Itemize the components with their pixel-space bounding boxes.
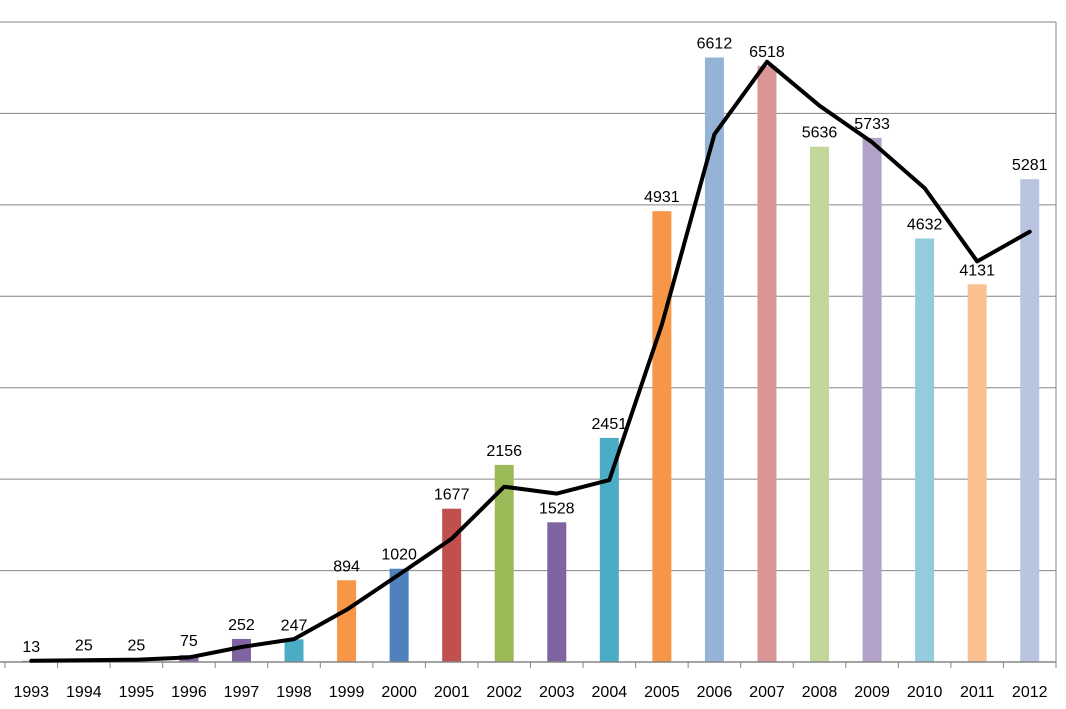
bar-2001 <box>442 508 462 662</box>
x-tick-label-2008: 2008 <box>802 684 838 701</box>
trend-line <box>29 59 1032 663</box>
x-tick-label-1993: 1993 <box>13 684 49 701</box>
x-tick-label-2002: 2002 <box>486 684 522 701</box>
bar-2000 <box>389 568 409 662</box>
data-label-2005: 4931 <box>644 189 680 206</box>
bar-1997 <box>231 638 251 662</box>
bar-2003 <box>547 522 567 662</box>
x-tick-label-2009: 2009 <box>854 684 890 701</box>
data-label-1993: 13 <box>22 639 40 656</box>
x-tick-label-2005: 2005 <box>644 684 680 701</box>
data-label-1997: 252 <box>228 617 255 634</box>
data-label-1996: 75 <box>180 633 198 650</box>
x-tick-label-2011: 2011 <box>960 684 995 701</box>
trend-line-layer <box>29 59 1032 663</box>
bar-2010 <box>915 238 935 662</box>
bar-2011 <box>967 284 987 662</box>
gridlines <box>0 21 1057 662</box>
data-label-1995: 25 <box>127 638 145 655</box>
data-label-2007: 6518 <box>749 44 785 61</box>
data-label-2004: 2451 <box>592 416 628 433</box>
bar-2006 <box>704 57 724 662</box>
x-tick-label-1994: 1994 <box>66 684 102 701</box>
bars <box>21 57 1040 663</box>
data-label-2010: 4632 <box>907 217 943 234</box>
bar-2005 <box>652 211 672 662</box>
x-tick-label-2004: 2004 <box>592 684 628 701</box>
data-label-1999: 894 <box>333 558 360 575</box>
data-label-1994: 25 <box>75 638 93 655</box>
x-tick-label-2001: 2001 <box>434 684 470 701</box>
bar-1998 <box>284 639 304 662</box>
x-tick-label-2006: 2006 <box>697 684 733 701</box>
data-label-2003: 1528 <box>539 500 575 517</box>
data-label-2000: 1020 <box>381 547 417 564</box>
x-tick-label-2012: 2012 <box>1012 684 1048 701</box>
data-label-2006: 6612 <box>697 35 733 52</box>
x-tick-label-1999: 1999 <box>329 684 365 701</box>
x-tick-label-2007: 2007 <box>749 684 785 701</box>
x-tick-label-1995: 1995 <box>119 684 155 701</box>
x-tick-label-1998: 1998 <box>276 684 312 701</box>
data-label-1998: 247 <box>281 617 308 634</box>
x-tick-label-2003: 2003 <box>539 684 575 701</box>
data-label-2009: 5733 <box>854 116 890 133</box>
x-tick-label-2000: 2000 <box>381 684 417 701</box>
x-tick-label-1996: 1996 <box>171 684 207 701</box>
data-labels: 13 25 25 75 252 247 894 1020 1677 2156 1528 2451 493… <box>22 35 1047 655</box>
bar-2009 <box>862 137 882 663</box>
bar-1999 <box>337 580 357 662</box>
data-label-2002: 2156 <box>486 443 522 460</box>
x-tick-label-2010: 2010 <box>907 684 943 701</box>
bar-2012 <box>1020 179 1040 662</box>
x-tick-label-1997: 1997 <box>224 684 260 701</box>
x-tick-labels: 1993 1994 1995 1996 1997 1998 1999 2000 2001 2002… <box>13 684 1047 701</box>
x-axis <box>0 661 1057 668</box>
bar-2008 <box>810 146 830 663</box>
bar-2002 <box>494 464 514 662</box>
data-label-2001: 1677 <box>434 487 470 504</box>
data-label-2011: 4131 <box>959 262 995 279</box>
bar-2007 <box>757 66 777 662</box>
data-label-2012: 5281 <box>1012 157 1048 174</box>
data-label-2008: 5636 <box>802 125 838 142</box>
bar-2004 <box>599 437 619 662</box>
